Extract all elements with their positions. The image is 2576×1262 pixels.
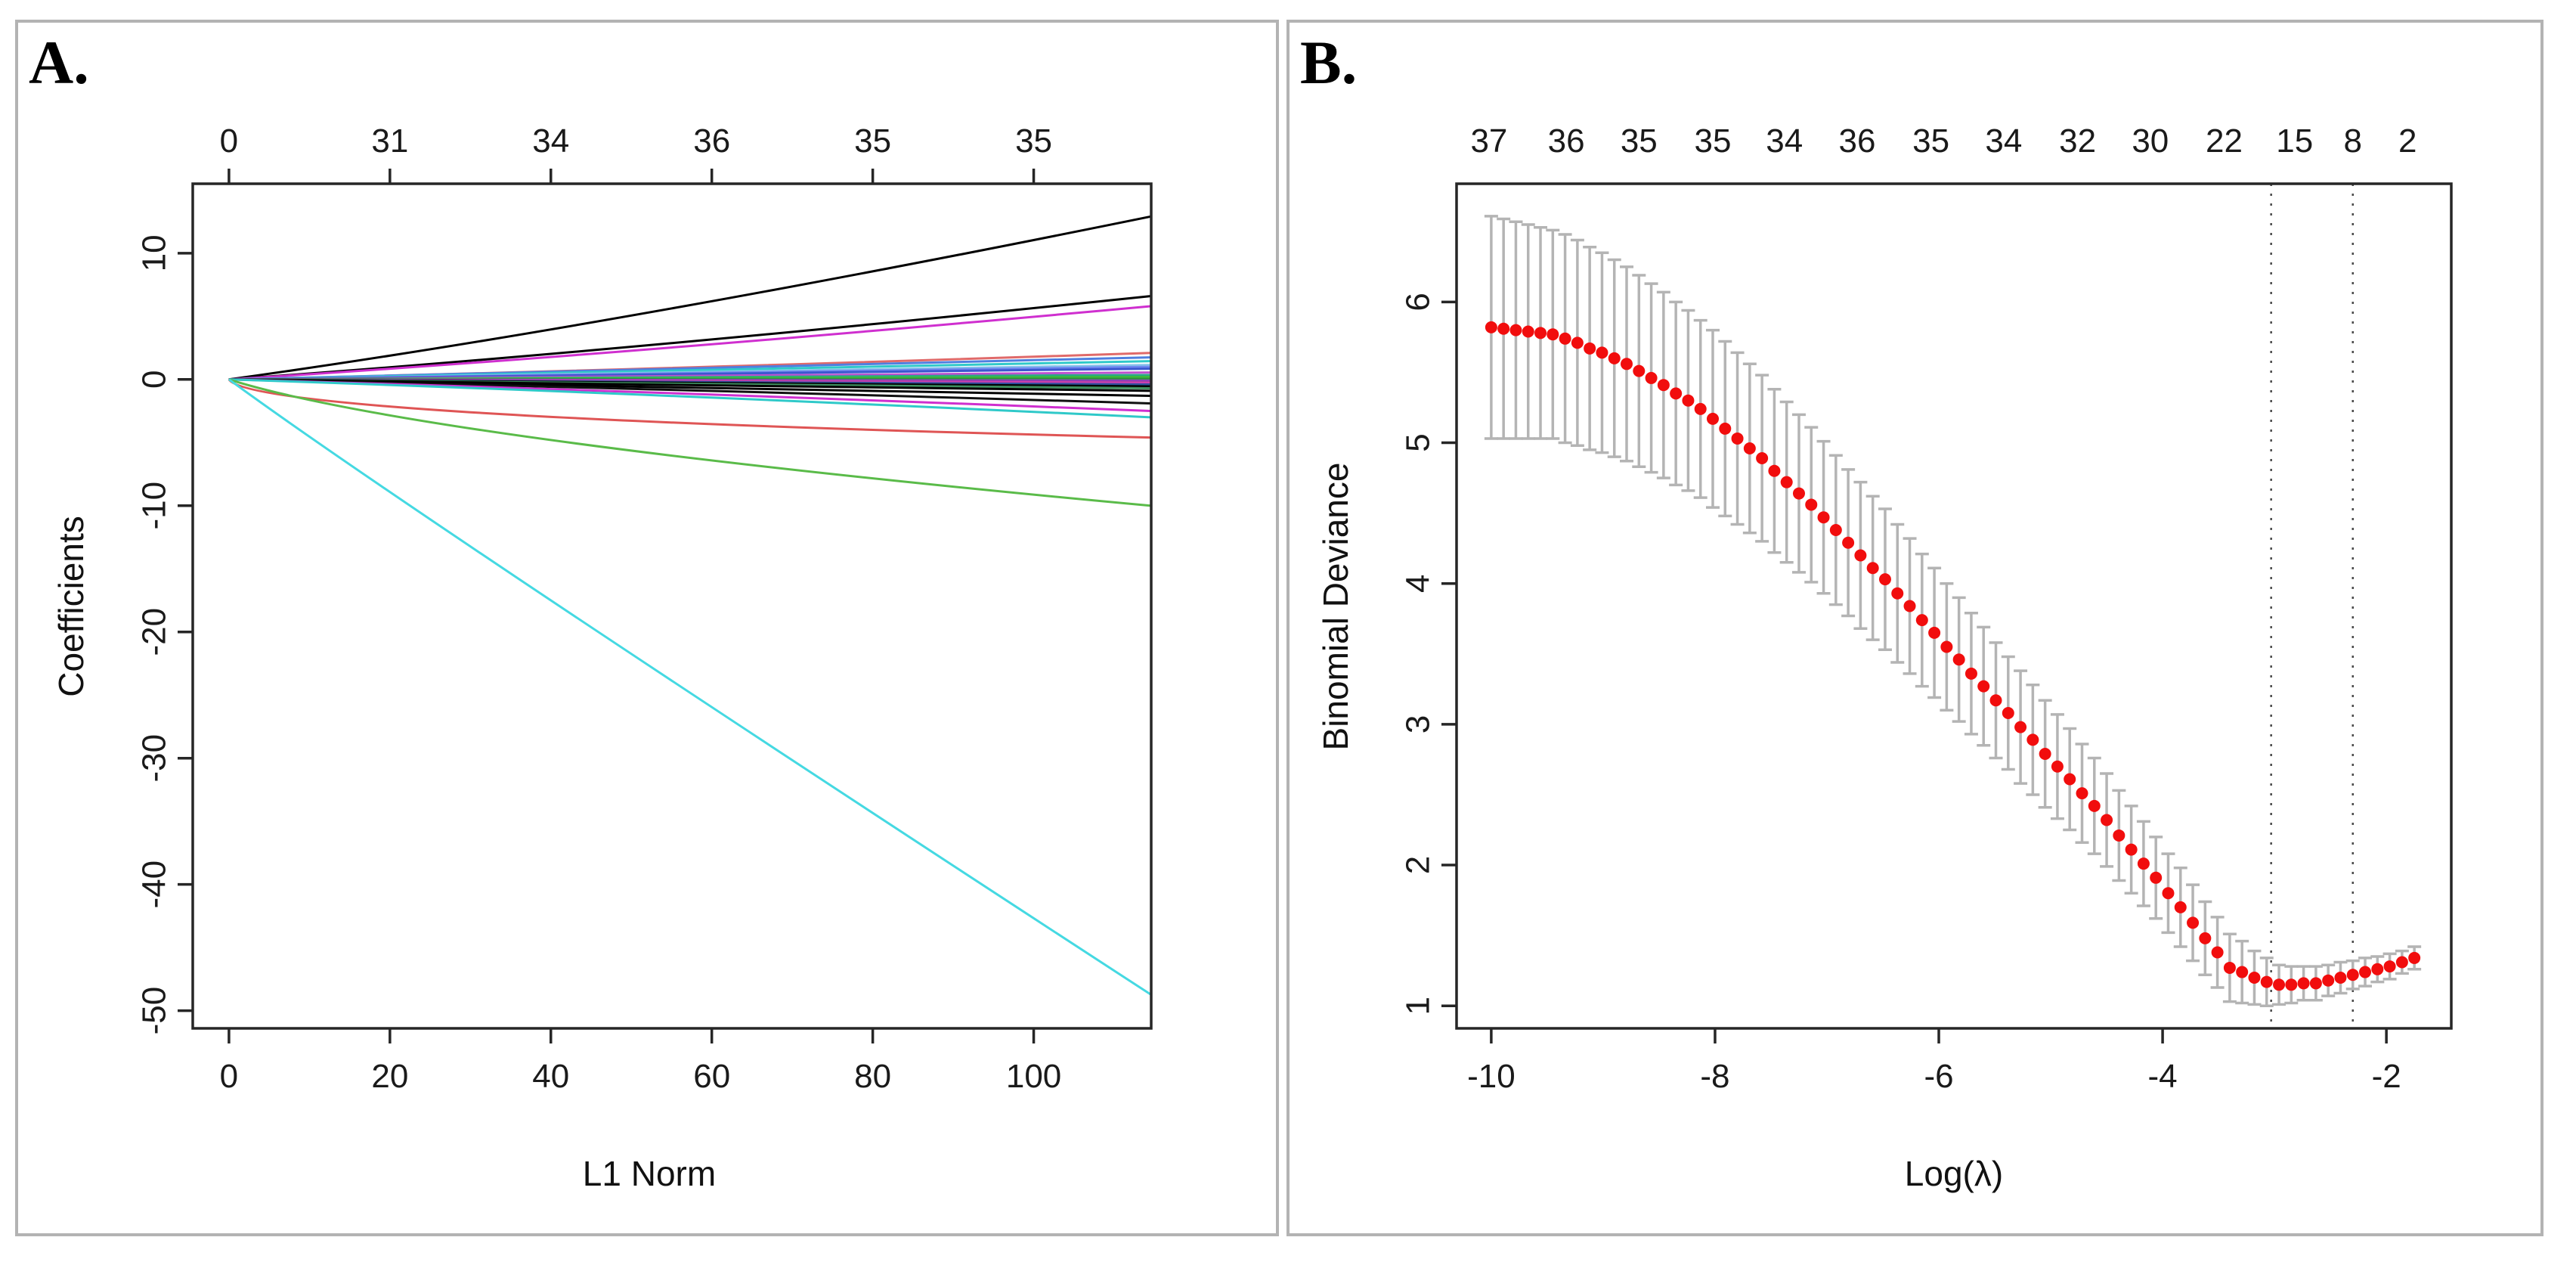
svg-text:-2: -2 bbox=[2372, 1058, 2401, 1095]
svg-text:35: 35 bbox=[1015, 122, 1052, 160]
svg-text:2: 2 bbox=[1400, 856, 1437, 874]
svg-text:8: 8 bbox=[2343, 122, 2361, 160]
svg-text:6: 6 bbox=[1400, 293, 1437, 311]
coefficient-path bbox=[228, 378, 1151, 419]
svg-text:36: 36 bbox=[1838, 122, 1875, 160]
svg-text:35: 35 bbox=[1695, 122, 1732, 160]
svg-text:-30: -30 bbox=[136, 734, 173, 783]
svg-text:-20: -20 bbox=[136, 608, 173, 656]
svg-text:34: 34 bbox=[532, 122, 569, 160]
svg-text:1: 1 bbox=[1400, 997, 1437, 1015]
svg-text:-10: -10 bbox=[1467, 1058, 1516, 1095]
svg-text:15: 15 bbox=[2276, 122, 2313, 160]
svg-text:4: 4 bbox=[1400, 574, 1437, 592]
coefficient-path bbox=[228, 378, 1150, 439]
coefficient-paths bbox=[228, 215, 1151, 996]
svg-text:-10: -10 bbox=[136, 482, 173, 530]
svg-text:10: 10 bbox=[136, 234, 173, 271]
svg-text:34: 34 bbox=[1985, 122, 2022, 160]
panel-a: A. 0 20 40 60 80 100 10 0 -10 -20 -30 -40 -50 0 31 34 36… bbox=[15, 20, 1279, 1236]
svg-text:2: 2 bbox=[2398, 122, 2417, 160]
svg-text:3: 3 bbox=[1400, 715, 1437, 733]
error-bars bbox=[1484, 215, 2422, 1007]
svg-text:-4: -4 bbox=[2148, 1058, 2178, 1095]
cv-mean-points bbox=[1485, 321, 2421, 991]
svg-text:35: 35 bbox=[1621, 122, 1658, 160]
coefficient-path bbox=[228, 378, 1151, 507]
svg-text:-50: -50 bbox=[136, 987, 173, 1035]
svg-text:30: 30 bbox=[2132, 122, 2169, 160]
panel-a-xlabel: L1 Norm bbox=[582, 1154, 717, 1193]
svg-text:36: 36 bbox=[693, 122, 730, 160]
panel-a-letter: A. bbox=[29, 28, 89, 97]
svg-text:34: 34 bbox=[1766, 122, 1803, 160]
svg-text:60: 60 bbox=[693, 1058, 730, 1095]
svg-text:22: 22 bbox=[2206, 122, 2243, 160]
svg-text:0: 0 bbox=[136, 371, 173, 389]
svg-text:0: 0 bbox=[220, 1058, 238, 1095]
svg-text:35: 35 bbox=[854, 122, 891, 160]
svg-text:20: 20 bbox=[371, 1058, 408, 1095]
axes bbox=[178, 169, 1153, 1043]
svg-text:0: 0 bbox=[220, 122, 238, 160]
panel-a-ylabel: Coefficients bbox=[51, 516, 91, 697]
svg-text:36: 36 bbox=[1548, 122, 1585, 160]
svg-text:100: 100 bbox=[1006, 1058, 1061, 1095]
panel-b-xlabel: Log(λ) bbox=[1904, 1154, 2004, 1193]
svg-text:-40: -40 bbox=[136, 860, 173, 909]
coefficient-path bbox=[228, 305, 1151, 381]
svg-text:-8: -8 bbox=[1700, 1058, 1729, 1095]
panel-b-ylabel: Binomial Deviance bbox=[1316, 462, 1355, 751]
axes bbox=[1441, 182, 2453, 1043]
svg-text:37: 37 bbox=[1470, 122, 1507, 160]
svg-text:80: 80 bbox=[854, 1058, 891, 1095]
lambda-vlines bbox=[2270, 184, 2354, 1028]
svg-text:-6: -6 bbox=[1924, 1058, 1953, 1095]
svg-text:32: 32 bbox=[2059, 122, 2096, 160]
coefficient-path bbox=[228, 378, 1151, 996]
svg-text:31: 31 bbox=[371, 122, 408, 160]
coefficient-path bbox=[228, 215, 1151, 381]
svg-text:5: 5 bbox=[1400, 433, 1437, 451]
svg-text:35: 35 bbox=[1912, 122, 1949, 160]
panel-b-letter: B. bbox=[1300, 28, 1358, 97]
panel-b: B. -10 -8 -6 -4 -2 1 2 3 4 5 6 37 36 35 35 34 36 35 34 32 30… bbox=[1286, 20, 2543, 1236]
svg-text:40: 40 bbox=[532, 1058, 569, 1095]
